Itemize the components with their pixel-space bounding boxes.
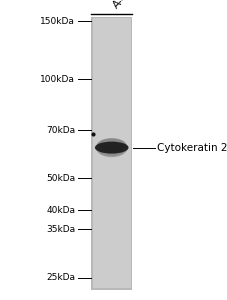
Text: 150kDa: 150kDa	[40, 17, 75, 26]
Ellipse shape	[95, 138, 127, 157]
Bar	[91, 16, 132, 290]
Text: 50kDa: 50kDa	[46, 174, 75, 183]
Text: A-431: A-431	[111, 0, 140, 11]
Text: 100kDa: 100kDa	[40, 75, 75, 84]
Text: 35kDa: 35kDa	[46, 225, 75, 234]
Ellipse shape	[99, 146, 124, 156]
Ellipse shape	[94, 142, 128, 154]
Ellipse shape	[97, 139, 126, 151]
Text: Cytokeratin 2e (KRT2): Cytokeratin 2e (KRT2)	[157, 142, 227, 153]
Text: 40kDa: 40kDa	[46, 206, 75, 215]
Text: 25kDa: 25kDa	[46, 273, 75, 282]
Bar	[92, 18, 130, 288]
Text: 70kDa: 70kDa	[46, 126, 75, 135]
